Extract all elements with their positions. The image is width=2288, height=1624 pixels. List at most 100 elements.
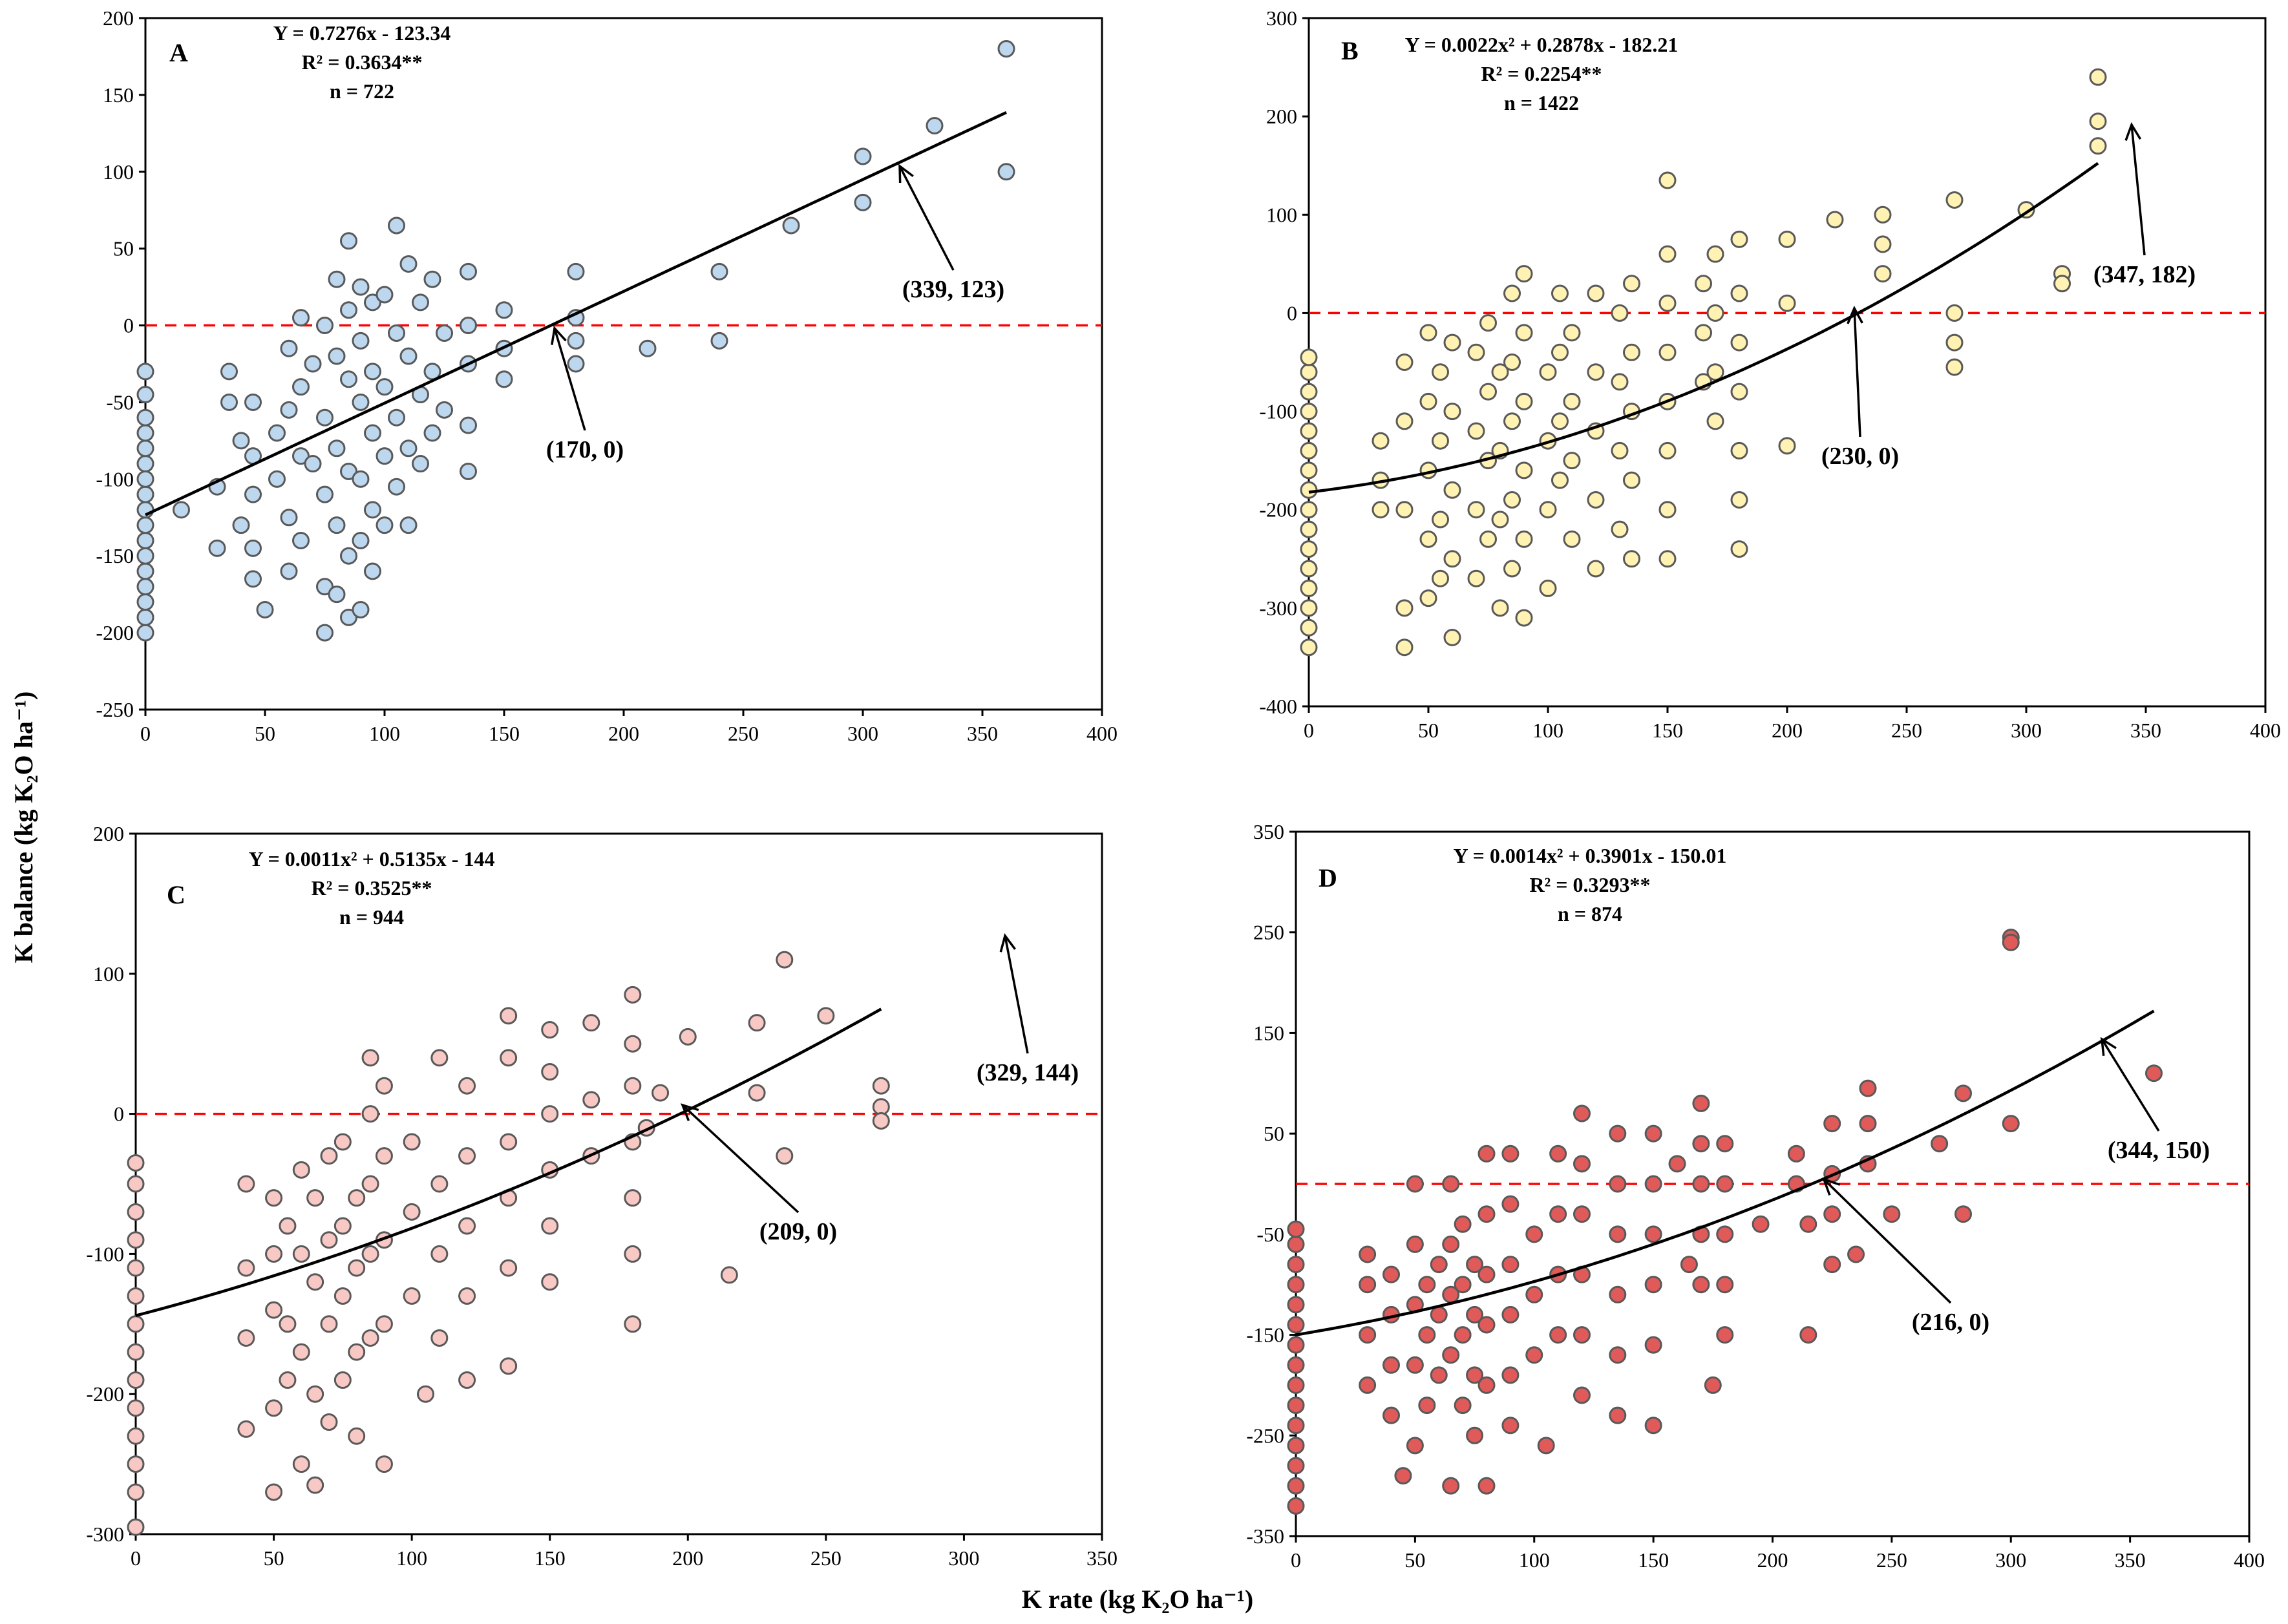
data-point [1658, 343, 1677, 361]
data-point [232, 516, 250, 534]
data-point [334, 1133, 352, 1151]
data-point [1823, 1256, 1841, 1274]
data-point [173, 501, 190, 519]
data-point [1287, 1276, 1305, 1294]
x-tick-label: 350 [967, 722, 998, 745]
data-point [244, 539, 262, 557]
data-point [1573, 1155, 1591, 1173]
y-tick-label: 200 [1266, 105, 1297, 128]
data-point [1778, 230, 1796, 248]
annotation-arrow [681, 1104, 800, 1214]
data-point [280, 339, 298, 357]
data-point [1300, 461, 1318, 480]
data-point [1395, 501, 1414, 519]
x-tick-label: 300 [1995, 1548, 2026, 1572]
data-point [1300, 403, 1318, 421]
data-point [399, 255, 418, 273]
data-point [320, 1147, 338, 1165]
data-point [679, 1028, 697, 1046]
data-point [1874, 206, 1892, 224]
data-point [1537, 1437, 1555, 1455]
data-point [1300, 348, 1318, 366]
r-squared-label: R² = 0.3525** [312, 876, 432, 900]
data-point [376, 447, 394, 465]
data-point [1644, 1124, 1662, 1143]
data-point [1658, 550, 1677, 568]
data-point [306, 1476, 324, 1494]
data-point [1287, 1457, 1305, 1475]
data-point [348, 1189, 366, 1207]
data-point [237, 1329, 255, 1347]
data-point [1478, 1477, 1496, 1495]
data-point [1587, 491, 1605, 509]
data-point [1573, 1104, 1591, 1123]
x-tick-label: 150 [1652, 719, 1683, 742]
data-point [1623, 275, 1640, 293]
y-tick-label: -100 [96, 467, 134, 490]
annotation-label: (347, 182) [2093, 261, 2196, 288]
data-point [352, 600, 370, 618]
data-point [376, 378, 394, 396]
data-point [1539, 579, 1557, 597]
data-point [1501, 1195, 1520, 1213]
data-point [375, 1455, 393, 1473]
x-tick-label: 250 [1876, 1548, 1907, 1572]
x-tick-label: 300 [847, 722, 878, 745]
data-point [1704, 1376, 1722, 1394]
x-tick-label: 400 [2234, 1548, 2265, 1572]
data-point [1563, 452, 1581, 470]
data-point [1525, 1346, 1543, 1364]
y-tick-label: -250 [1246, 1424, 1284, 1447]
data-point [1730, 333, 1748, 352]
data-point [1287, 1220, 1305, 1238]
data-point [1706, 363, 1724, 381]
y-axis-title: K balance (kg K₂O ha⁻¹) [9, 691, 38, 964]
data-point [1623, 343, 1640, 361]
data-point [340, 232, 357, 250]
y-tick-label: -350 [1246, 1524, 1284, 1548]
data-point [1501, 1305, 1520, 1323]
data-point [1478, 1316, 1496, 1334]
data-point [1787, 1144, 1805, 1163]
data-point [328, 585, 346, 604]
data-point [1549, 1144, 1567, 1163]
data-point [1491, 363, 1509, 381]
x-tick-label: 0 [131, 1546, 141, 1570]
data-point [136, 562, 154, 580]
data-point [279, 1315, 297, 1333]
data-point [1515, 609, 1533, 627]
data-point [1716, 1276, 1734, 1294]
y-tick-label: 300 [1266, 6, 1297, 30]
data-point [316, 317, 334, 335]
y-tick-label: -200 [96, 621, 134, 644]
data-point [1730, 540, 1748, 558]
data-point [1515, 461, 1533, 480]
data-point [1300, 560, 1318, 578]
data-point [1467, 501, 1485, 519]
data-point [1300, 579, 1318, 597]
data-point [340, 547, 357, 565]
data-point [1300, 618, 1318, 637]
x-tick-label: 400 [2250, 719, 2281, 742]
data-point [1695, 324, 1712, 342]
x-tick-label: 50 [1404, 1548, 1425, 1572]
data-point [1430, 1305, 1448, 1323]
data-point [136, 501, 154, 519]
data-point [292, 1343, 310, 1361]
data-point [1432, 363, 1449, 381]
sample-size-label: n = 1422 [1504, 91, 1579, 114]
data-point [220, 393, 238, 411]
data-point [244, 570, 262, 588]
data-point [710, 262, 728, 280]
data-point [136, 439, 154, 458]
data-point [1945, 191, 1964, 209]
data-point [720, 1266, 738, 1284]
data-point [624, 1035, 642, 1053]
annotation-label: (344, 150) [2108, 1137, 2210, 1164]
data-point [1609, 1346, 1627, 1364]
data-point [495, 301, 513, 319]
data-point [244, 485, 262, 503]
data-point [1503, 491, 1521, 509]
y-tick-label: -50 [106, 390, 134, 414]
data-point [292, 378, 310, 396]
